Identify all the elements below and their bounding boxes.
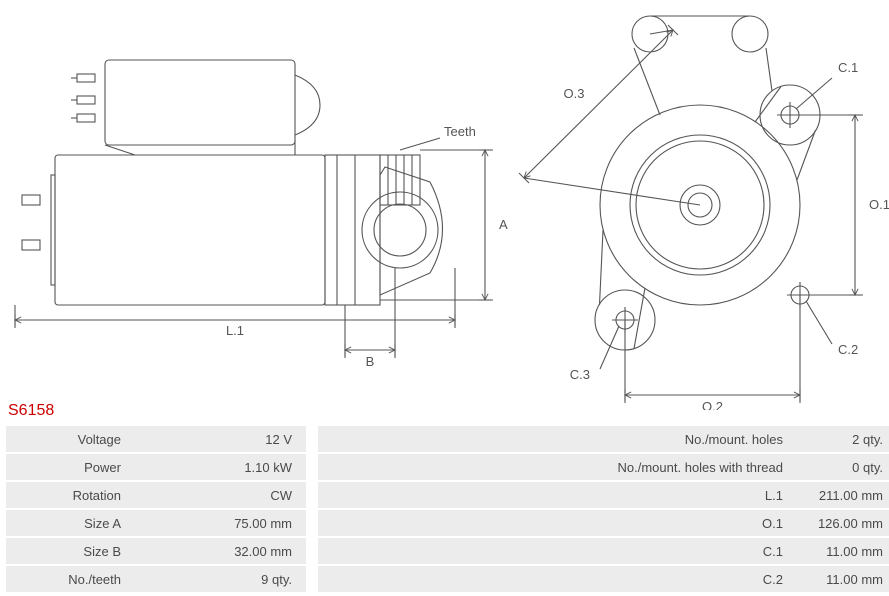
table-gap bbox=[306, 482, 318, 508]
spec-value: 126.00 mm bbox=[793, 510, 889, 536]
table-gap bbox=[306, 426, 318, 452]
technical-drawing-svg: L.1 A B Teeth O.1 O.2 O.3 C.1 C.2 C.3 bbox=[0, 0, 889, 410]
spec-value: 211.00 mm bbox=[793, 482, 889, 508]
spec-value: 11.00 mm bbox=[793, 566, 889, 592]
spec-label: No./teeth bbox=[6, 566, 131, 592]
spec-label: C.1 bbox=[318, 538, 793, 564]
table-row: Voltage12 V No./mount. holes2 qty. bbox=[6, 426, 889, 452]
table-row: RotationCW L.1211.00 mm bbox=[6, 482, 889, 508]
table-gap bbox=[306, 538, 318, 564]
spec-value: 11.00 mm bbox=[793, 538, 889, 564]
part-code: S6158 bbox=[8, 402, 54, 420]
svg-text:C.3: C.3 bbox=[570, 367, 590, 382]
table-row: Power1.10 kW No./mount. holes with thread… bbox=[6, 454, 889, 480]
spec-value: 2 qty. bbox=[793, 426, 889, 452]
table-row: Size B32.00 mm C.111.00 mm bbox=[6, 538, 889, 564]
spec-label: Size A bbox=[6, 510, 131, 536]
spec-label: Size B bbox=[6, 538, 131, 564]
spec-table: Voltage12 VNo./mount. holes2 qty.Power1.… bbox=[6, 424, 889, 594]
table-row: No./teeth9 qty. C.211.00 mm bbox=[6, 566, 889, 592]
svg-text:L.1: L.1 bbox=[226, 323, 244, 338]
spec-value: 9 qty. bbox=[131, 566, 306, 592]
table-gap bbox=[306, 454, 318, 480]
spec-label: C.2 bbox=[318, 566, 793, 592]
table-gap bbox=[306, 510, 318, 536]
spec-value: 75.00 mm bbox=[131, 510, 306, 536]
svg-text:B: B bbox=[366, 354, 375, 369]
spec-table-wrap: Voltage12 VNo./mount. holes2 qty.Power1.… bbox=[6, 424, 882, 594]
spec-label: O.1 bbox=[318, 510, 793, 536]
drawing-area: L.1 A B Teeth O.1 O.2 O.3 C.1 C.2 C.3 bbox=[0, 0, 889, 410]
svg-text:Teeth: Teeth bbox=[444, 124, 476, 139]
svg-text:C.2: C.2 bbox=[838, 342, 858, 357]
spec-value: 0 qty. bbox=[793, 454, 889, 480]
svg-text:A: A bbox=[499, 217, 508, 232]
spec-value: 12 V bbox=[131, 426, 306, 452]
spec-label: No./mount. holes bbox=[318, 426, 793, 452]
table-gap bbox=[306, 566, 318, 592]
spec-label: No./mount. holes with thread bbox=[318, 454, 793, 480]
spec-label: Voltage bbox=[6, 426, 131, 452]
spec-label: L.1 bbox=[318, 482, 793, 508]
spec-label: Rotation bbox=[6, 482, 131, 508]
spec-label: Power bbox=[6, 454, 131, 480]
table-row: Size A75.00 mm O.1126.00 mm bbox=[6, 510, 889, 536]
svg-text:O.2: O.2 bbox=[702, 399, 723, 410]
svg-text:O.1: O.1 bbox=[869, 197, 889, 212]
spec-value: CW bbox=[131, 482, 306, 508]
svg-text:C.1: C.1 bbox=[838, 60, 858, 75]
spec-value: 32.00 mm bbox=[131, 538, 306, 564]
svg-text:O.3: O.3 bbox=[564, 86, 585, 101]
spec-value: 1.10 kW bbox=[131, 454, 306, 480]
